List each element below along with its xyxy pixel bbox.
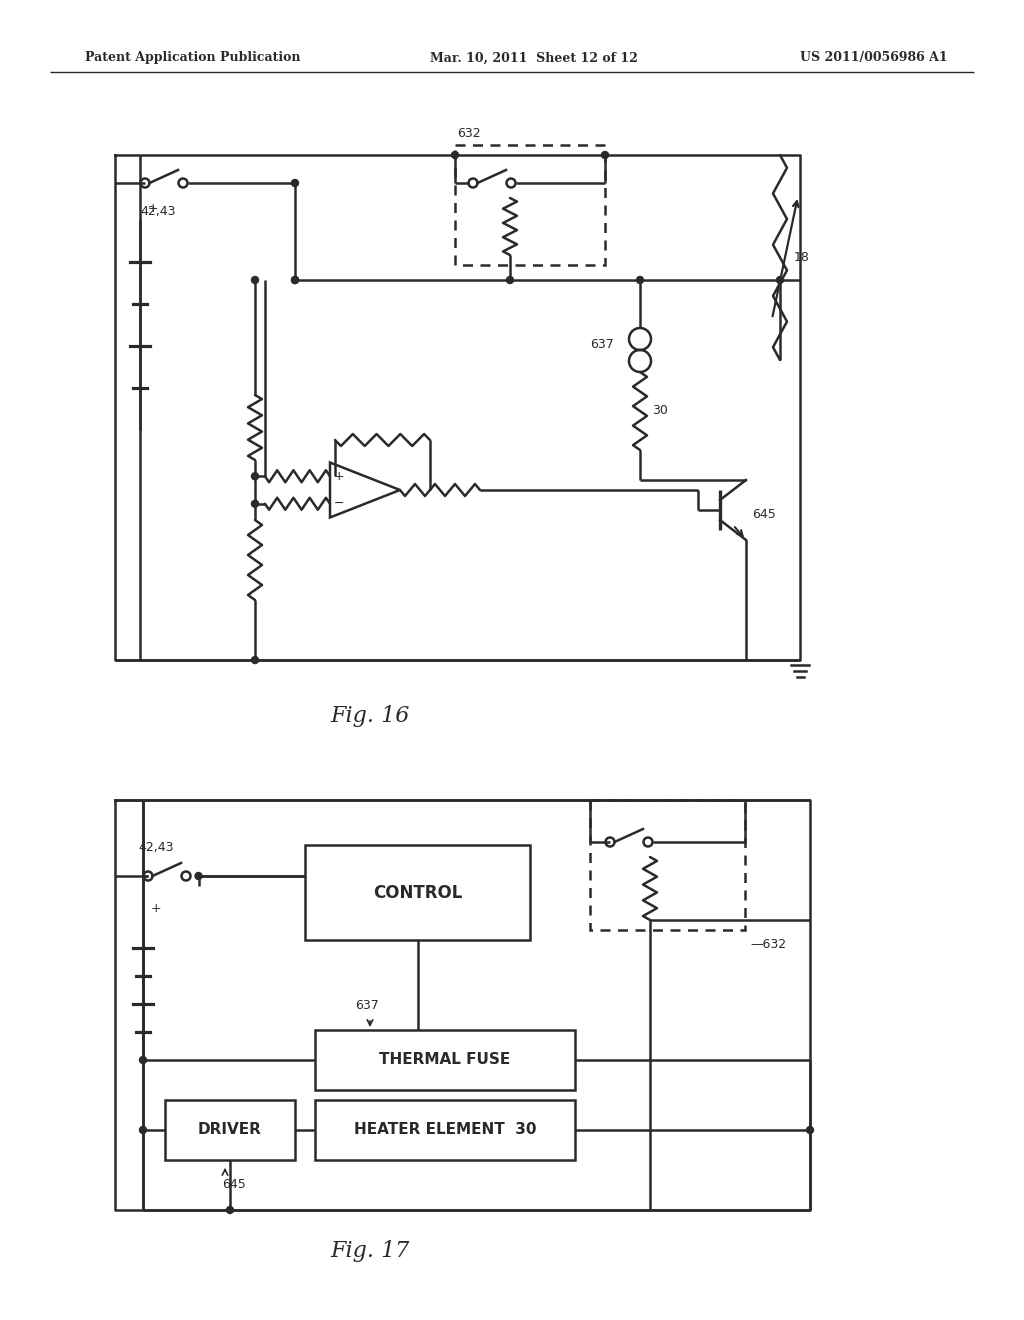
Text: 42,43: 42,43 xyxy=(140,205,175,218)
Bar xyxy=(315,1030,575,1090)
Text: +: + xyxy=(148,202,159,215)
Text: DRIVER: DRIVER xyxy=(198,1122,262,1138)
Text: +: + xyxy=(151,902,162,915)
Circle shape xyxy=(252,276,258,284)
Text: Mar. 10, 2011  Sheet 12 of 12: Mar. 10, 2011 Sheet 12 of 12 xyxy=(430,51,638,65)
Text: 645: 645 xyxy=(222,1177,246,1191)
Text: US 2011/0056986 A1: US 2011/0056986 A1 xyxy=(800,51,947,65)
Circle shape xyxy=(807,1126,813,1134)
Circle shape xyxy=(252,473,258,479)
Bar xyxy=(305,845,530,940)
Text: 18: 18 xyxy=(794,251,810,264)
Circle shape xyxy=(252,500,258,507)
Text: HEATER ELEMENT  30: HEATER ELEMENT 30 xyxy=(353,1122,537,1138)
Circle shape xyxy=(292,180,299,186)
Text: 632: 632 xyxy=(457,127,480,140)
Circle shape xyxy=(507,276,513,284)
Circle shape xyxy=(637,276,643,284)
Text: +: + xyxy=(334,470,344,483)
Text: THERMAL FUSE: THERMAL FUSE xyxy=(379,1052,511,1068)
Text: 645: 645 xyxy=(752,508,776,521)
Text: —632: —632 xyxy=(750,939,786,950)
Circle shape xyxy=(195,873,202,879)
Circle shape xyxy=(292,276,299,284)
Bar xyxy=(165,1100,295,1160)
Circle shape xyxy=(292,276,299,284)
Circle shape xyxy=(139,1126,146,1134)
Circle shape xyxy=(452,152,459,158)
Text: Fig. 16: Fig. 16 xyxy=(331,705,410,727)
Text: 637: 637 xyxy=(355,999,379,1012)
Circle shape xyxy=(226,1206,233,1213)
Text: Fig. 17: Fig. 17 xyxy=(331,1239,410,1262)
Text: −: − xyxy=(334,498,344,511)
Circle shape xyxy=(776,276,783,284)
Circle shape xyxy=(252,656,258,664)
Text: CONTROL: CONTROL xyxy=(373,883,462,902)
Bar xyxy=(315,1100,575,1160)
Text: 30: 30 xyxy=(652,404,668,417)
Text: Patent Application Publication: Patent Application Publication xyxy=(85,51,300,65)
Circle shape xyxy=(601,152,608,158)
Text: 42,43: 42,43 xyxy=(138,841,173,854)
Circle shape xyxy=(139,1056,146,1064)
Text: 637: 637 xyxy=(590,338,613,351)
